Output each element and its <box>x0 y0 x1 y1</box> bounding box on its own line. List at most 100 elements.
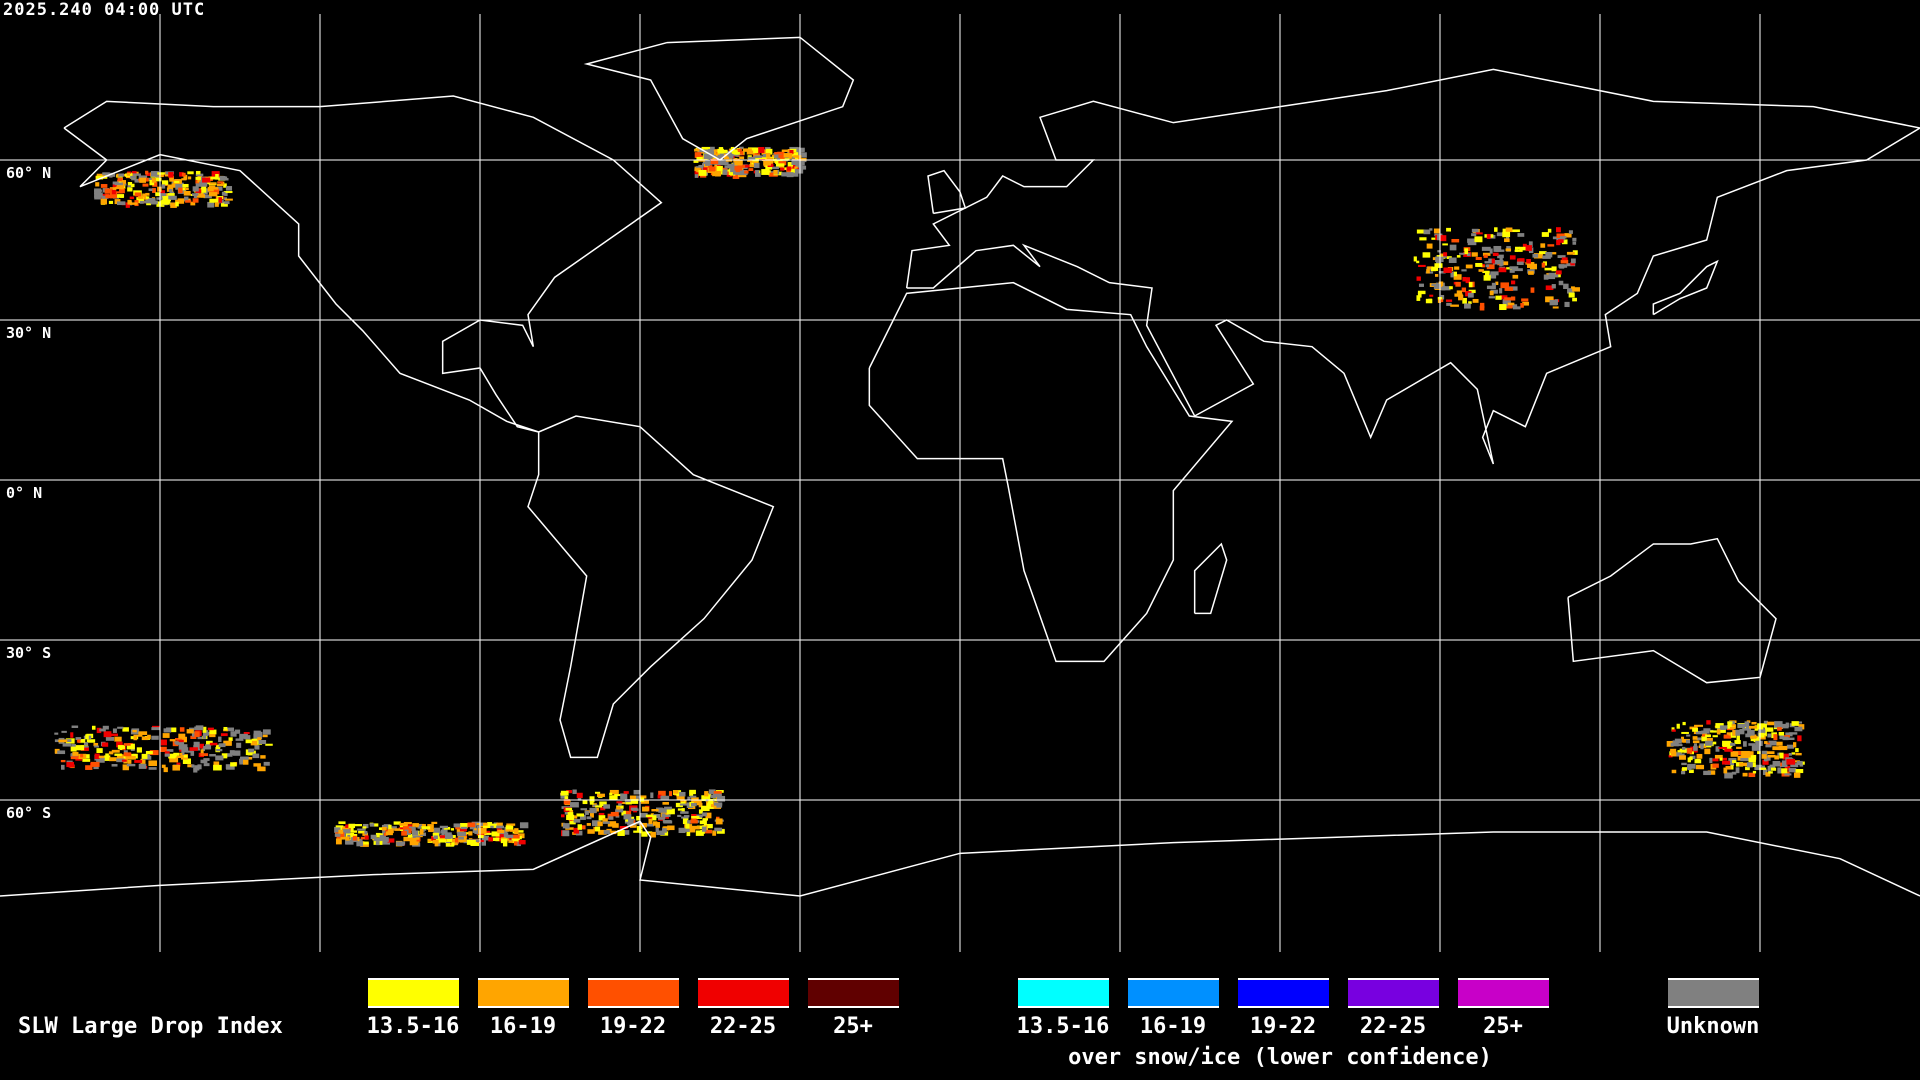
cloud-pixel <box>345 836 350 841</box>
cloud-pixel <box>1486 233 1491 239</box>
cloud-pixel <box>444 826 451 830</box>
cloud-pixel <box>675 802 683 808</box>
cloud-pixel <box>117 201 126 206</box>
cloud-pixel <box>207 187 214 192</box>
cloud-pixel <box>610 811 619 817</box>
cloud-pixel <box>519 822 529 829</box>
cloud-pixel <box>1449 244 1457 251</box>
cloud-pixel <box>1726 732 1735 737</box>
cloud-pixel <box>369 823 375 827</box>
legend-normal-swatch <box>478 978 569 1008</box>
cloud-pixel <box>145 170 149 175</box>
cloud-pixel <box>195 176 201 180</box>
cloud-pixel <box>636 826 642 831</box>
cloud-pixel <box>603 821 610 824</box>
cloud-pixel <box>262 734 268 738</box>
cloud-pixel <box>508 840 514 843</box>
cloud-pixel <box>123 752 132 757</box>
cloud-pixel <box>1766 742 1770 745</box>
cloud-pixel <box>790 148 799 153</box>
cloud-pixel <box>1454 266 1460 270</box>
cloud-pixel <box>403 836 412 842</box>
cloud-pixel <box>1705 740 1713 746</box>
cloud-pixel <box>194 731 200 738</box>
cloud-pixel <box>789 149 794 155</box>
cloud-pixel <box>445 842 454 847</box>
cloud-pixel <box>1773 734 1778 741</box>
cloud-pixel <box>1693 745 1698 751</box>
cloud-pixel <box>1706 720 1711 725</box>
cloud-pixel <box>1784 735 1790 738</box>
cloud-pixel <box>1437 250 1441 253</box>
cloud-pixel <box>725 159 733 162</box>
cloud-pixel <box>1540 243 1546 248</box>
cloud-pixel <box>358 830 366 834</box>
cloud-pixel <box>1721 760 1730 765</box>
cloud-pixel <box>116 183 125 187</box>
cloud-pixel <box>797 158 807 161</box>
cloud-pixel <box>409 840 419 846</box>
cloud-pixel <box>340 836 346 840</box>
cloud-pixel <box>1718 746 1727 749</box>
cloud-pixel <box>793 155 802 158</box>
cloud-pixel <box>584 810 589 815</box>
cloud-pixel <box>83 742 89 746</box>
cloud-pixel <box>130 755 136 760</box>
cloud-pixel <box>117 726 124 729</box>
cloud-pixel <box>1786 737 1795 741</box>
cloud-pixel <box>778 154 785 159</box>
cloud-pixel <box>439 835 447 839</box>
cloud-pixel <box>205 744 212 750</box>
cloud-pixel <box>364 830 368 835</box>
cloud-pixel <box>736 148 742 151</box>
cloud-pixel <box>1742 726 1752 731</box>
cloud-pixel <box>178 744 188 750</box>
cloud-pixel <box>1483 275 1491 281</box>
cloud-pixel <box>1514 246 1521 250</box>
cloud-pixel <box>161 764 166 768</box>
cloud-pixel <box>655 827 659 833</box>
cloud-pixel <box>789 171 799 177</box>
cloud-pixel <box>1570 286 1575 289</box>
cloud-pixel <box>1499 288 1503 294</box>
cloud-pixel <box>1454 293 1463 297</box>
cloud-pixel <box>569 809 574 813</box>
cloud-pixel <box>94 745 99 748</box>
cloud-pixel <box>1555 270 1562 275</box>
cloud-pixel <box>1502 301 1508 307</box>
cloud-pixel <box>658 808 666 813</box>
cloud-pixel <box>105 736 114 741</box>
cloud-pixel <box>1416 229 1426 234</box>
latitude-label: 60° N <box>6 164 52 182</box>
cloud-pixel <box>335 838 342 845</box>
coastline-africa <box>868 281 1234 663</box>
cloud-pixel <box>257 766 266 772</box>
cloud-pixel <box>100 184 108 188</box>
cloud-pixel <box>95 175 104 180</box>
cloud-pixel <box>640 800 650 804</box>
cloud-pixel <box>1456 255 1461 258</box>
cloud-pixel <box>207 201 215 208</box>
cloud-pixel <box>81 747 89 751</box>
cloud-pixel <box>1742 772 1748 777</box>
cloud-pixel <box>1541 262 1546 268</box>
cloud-pixel <box>151 727 161 731</box>
cloud-pixel <box>582 799 588 805</box>
cloud-pixel <box>221 191 226 196</box>
cloud-pixel <box>1791 752 1796 755</box>
cloud-pixel <box>1505 302 1515 306</box>
cloud-pixel <box>623 814 632 820</box>
cloud-pixel <box>1679 755 1686 760</box>
cloud-pixel <box>121 180 127 184</box>
cloud-pixel <box>518 839 526 845</box>
cloud-pixel <box>1416 260 1420 264</box>
cloud-pixel <box>210 176 218 180</box>
cloud-pixel <box>250 740 258 746</box>
cloud-pixel <box>190 201 196 206</box>
cloud-pixel <box>85 734 89 740</box>
cloud-pixel <box>794 169 804 174</box>
cloud-pixel <box>1725 766 1732 770</box>
cloud-pixel <box>616 806 621 810</box>
cloud-pixel <box>783 153 793 158</box>
cloud-pixel <box>202 734 207 739</box>
